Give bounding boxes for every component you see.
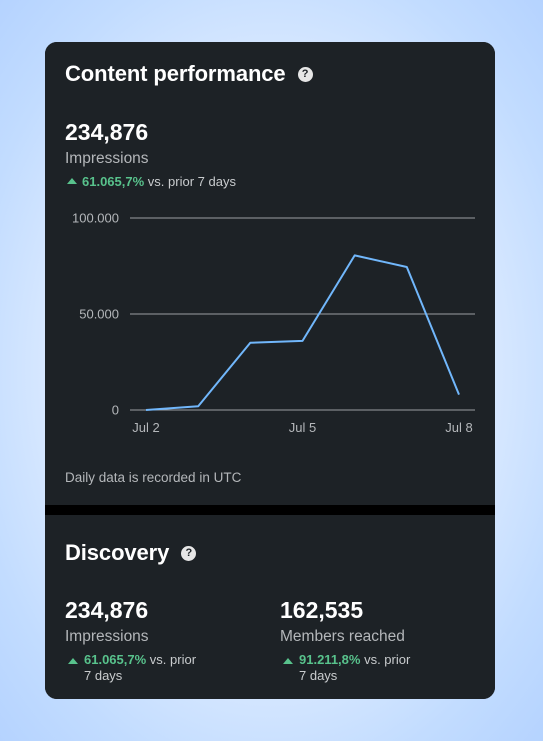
members-reached-label: Members reached (280, 628, 405, 645)
impressions-change-pct: 61.065,7% (82, 174, 145, 189)
members-reached-change-pct: 91.211,8% (299, 652, 361, 667)
members-reached-value: 162,535 (280, 597, 364, 623)
impressions-change: 61.065,7% vs. prior 7 days (67, 173, 236, 190)
discovery-title: Discovery (65, 540, 170, 565)
analytics-panel: Content performance ? 234,876 Impression… (45, 42, 495, 699)
y-tick-label-1: 50.000 (79, 307, 119, 322)
x-tick-label-1: Jul 5 (289, 420, 316, 435)
impressions-series-line (145, 254, 460, 411)
trend-up-icon (283, 658, 293, 664)
discovery-impressions-value: 234,876 (65, 597, 149, 623)
members-reached-change-period: 7 days (299, 668, 338, 683)
discovery-impressions-change: 61.065,7% vs. prior 7 days (68, 652, 238, 684)
y-tick-label-2: 100.000 (72, 211, 119, 226)
members-reached-change-text: vs. prior (364, 652, 411, 667)
trend-up-icon (68, 658, 78, 664)
question-circle-icon[interactable]: ? (297, 66, 313, 82)
discovery-impressions-label: Impressions (65, 628, 149, 645)
x-tick-label-2: Jul 8 (445, 420, 472, 435)
discovery-heading: Discovery ? (65, 540, 197, 566)
question-circle-icon[interactable]: ? (181, 545, 197, 561)
content-performance-title: Content performance (65, 61, 286, 86)
impressions-label: Impressions (65, 150, 149, 167)
impressions-line-chart: 0 50.000 100.000 Jul 2 Jul 5 Jul 8 (72, 211, 475, 435)
discovery-impressions-change-text: vs. prior (149, 652, 197, 667)
x-tick-label-0: Jul 2 (132, 420, 159, 435)
impressions-value: 234,876 (65, 119, 149, 145)
discovery-impressions-change-period: 7 days (84, 668, 123, 683)
content-performance-heading: Content performance ? (65, 61, 313, 87)
impressions-change-text: vs. prior 7 days (147, 174, 236, 189)
discovery-card: Discovery ? 234,876 Impressions 61.065,7… (45, 515, 495, 699)
members-reached-change: 91.211,8% vs. prior 7 days (283, 652, 453, 684)
content-performance-card: Content performance ? 234,876 Impression… (45, 42, 495, 505)
trend-up-icon (67, 178, 77, 184)
utc-footnote: Daily data is recorded in UTC (65, 470, 242, 485)
y-tick-label-0: 0 (112, 403, 119, 418)
discovery-impressions-change-pct: 61.065,7% (84, 652, 147, 667)
